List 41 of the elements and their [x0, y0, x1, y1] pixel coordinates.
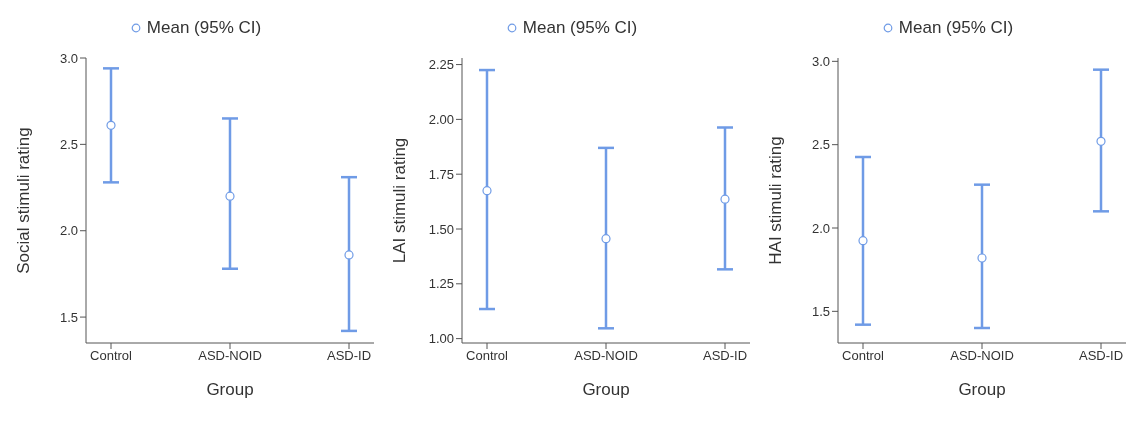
x-tick-label: ASD-ID	[1078, 348, 1124, 364]
y-tick-label: 1.75	[428, 166, 454, 182]
x-tick-label: Control	[842, 348, 885, 364]
point	[977, 253, 987, 263]
point	[106, 120, 116, 130]
point	[344, 250, 354, 260]
y-axis-title: LAI stimuli rating	[390, 137, 410, 264]
x-axis-title: Group	[958, 380, 1006, 399]
point	[1096, 136, 1106, 146]
y-axis-title: HAI stimuli rating	[766, 136, 786, 265]
x-tick-label: ASD-NOID	[950, 348, 1014, 364]
point	[601, 234, 611, 244]
x-tick-label: ASD-ID	[326, 348, 372, 364]
point	[858, 236, 868, 246]
point	[720, 194, 730, 204]
y-tick-label: 2.25	[428, 57, 454, 73]
y-tick-label: 1.5	[59, 309, 78, 325]
y-tick-label: 3.0	[811, 53, 830, 69]
x-tick-label: ASD-NOID	[574, 348, 638, 364]
y-tick-label: 3.0	[59, 50, 78, 66]
x-axis-title: Group	[206, 380, 254, 399]
y-tick-label: 2.00	[428, 112, 454, 127]
x-tick-label: ASD-ID	[702, 348, 748, 364]
y-tick-label: 1.00	[428, 331, 454, 347]
legend-label: Mean (95% CI)	[521, 18, 638, 38]
x-axis-title: Group	[582, 380, 630, 399]
y-tick-label: 1.5	[811, 303, 830, 319]
x-tick-label: Control	[466, 348, 509, 364]
y-tick-label: 2.5	[59, 136, 78, 152]
y-tick-label: 1.50	[428, 221, 454, 237]
y-tick-label: 2.0	[59, 223, 78, 239]
point	[482, 186, 492, 196]
x-tick-label: ASD-NOID	[198, 348, 262, 364]
y-tick-label: 1.25	[428, 276, 454, 292]
y-tick-label: 2.5	[811, 137, 830, 153]
y-axis-title: Social stimuli rating	[14, 127, 34, 274]
point	[225, 191, 235, 201]
legend-label: Mean (95% CI)	[145, 18, 262, 38]
y-tick-label: 2.0	[811, 220, 830, 236]
legend-label: Mean (95% CI)	[897, 18, 1014, 38]
x-tick-label: Control	[90, 348, 133, 364]
